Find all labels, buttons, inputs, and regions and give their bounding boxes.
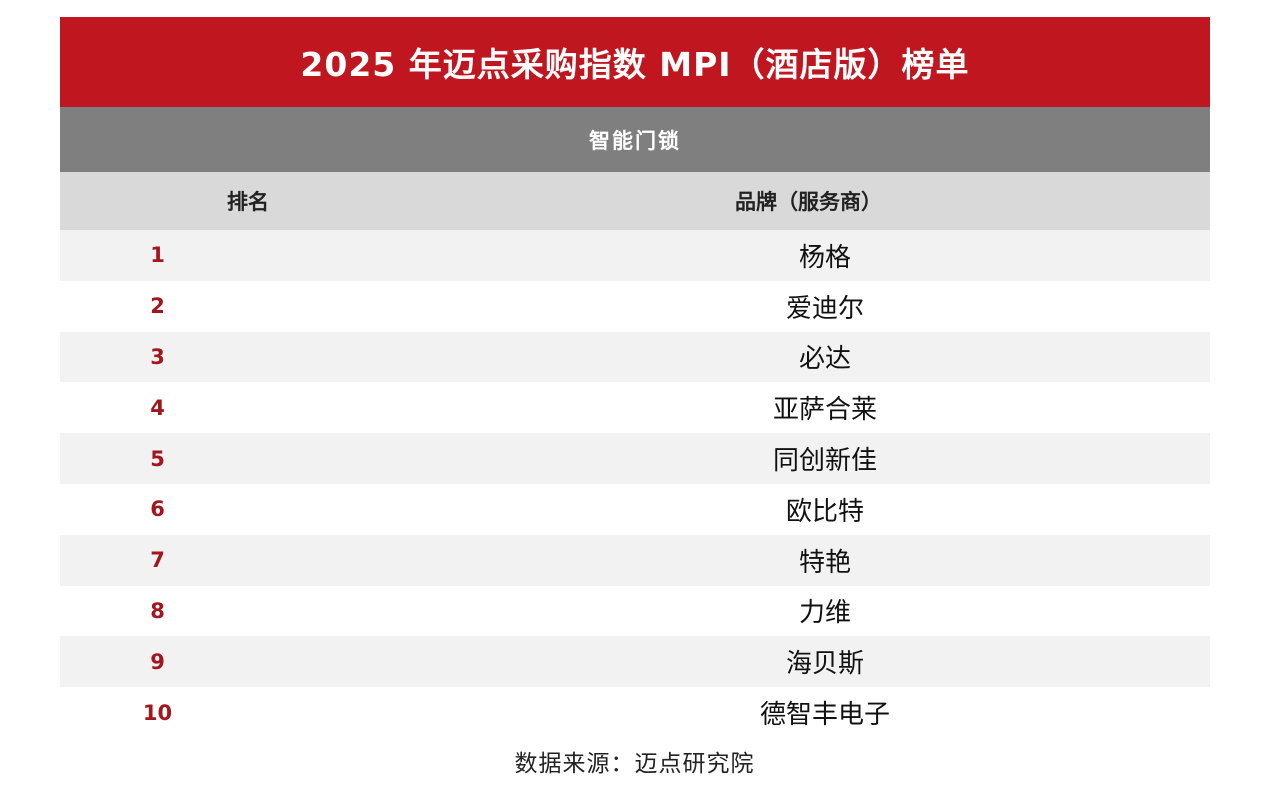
table-row: 9 海贝斯 <box>60 636 1210 688</box>
rank-number: 1 <box>150 243 165 268</box>
brand-name: 同创新佳 <box>772 446 877 477</box>
page-title: 2025 年迈点采购指数 MPI（酒店版）榜单 <box>60 17 1210 107</box>
brand-cell: 欧比特 <box>450 491 1210 528</box>
brand-cell: 德智丰电子 <box>450 694 1210 731</box>
rank-number: 2 <box>150 294 165 319</box>
brand-name: 杨格 <box>798 242 851 273</box>
brand-name: 亚萨合莱 <box>772 395 877 426</box>
rank-number: 6 <box>150 497 165 522</box>
brand-name: 必达 <box>798 344 851 375</box>
table-row: 6 欧比特 <box>60 483 1210 535</box>
table-row: 1 杨格 <box>60 230 1210 281</box>
table-row: 8 力维 <box>60 585 1210 637</box>
rank-header-label: 排名 <box>227 190 269 214</box>
rank-cell: 9 <box>60 650 450 674</box>
brand-name: 特艳 <box>798 547 851 578</box>
brand-name: 欧比特 <box>785 496 864 527</box>
table-row: 7 特艳 <box>60 534 1210 586</box>
brand-cell: 亚萨合莱 <box>450 389 1210 426</box>
brand-name: 德智丰电子 <box>759 700 890 731</box>
brand-cell: 海贝斯 <box>450 643 1210 680</box>
rank-cell: 7 <box>60 548 450 572</box>
brand-name: 海贝斯 <box>785 649 864 680</box>
data-source-note: 数据来源：迈点研究院 <box>514 751 755 777</box>
table-row: 10 德智丰电子 <box>60 687 1210 738</box>
table-row: 5 同创新佳 <box>60 433 1210 484</box>
rank-cell: 5 <box>60 447 450 471</box>
rank-number: 5 <box>150 446 165 471</box>
category-banner: 智能门锁 <box>60 107 1210 172</box>
table-row: 4 亚萨合莱 <box>60 382 1210 434</box>
brand-cell: 必达 <box>450 338 1210 375</box>
brand-cell: 爱迪尔 <box>450 288 1210 325</box>
rank-number: 8 <box>150 598 165 623</box>
rank-cell: 3 <box>60 345 450 369</box>
brand-cell: 力维 <box>450 592 1210 629</box>
brand-cell: 特艳 <box>450 542 1210 579</box>
table-row: 2 爱迪尔 <box>60 280 1210 332</box>
rank-number: 3 <box>150 344 165 369</box>
brand-name: 力维 <box>798 598 851 629</box>
brand-name: 爱迪尔 <box>785 293 864 324</box>
brand-column-header: 品牌（服务商） <box>735 190 882 214</box>
rank-cell: 4 <box>60 396 450 420</box>
table-row: 3 必达 <box>60 331 1210 383</box>
rank-number: 7 <box>150 548 165 573</box>
rank-number: 10 <box>142 700 173 725</box>
rank-cell: 8 <box>60 599 450 623</box>
rank-column-header: 排名 <box>60 186 450 216</box>
ranking-table-body: 1 杨格 2 爱迪尔 3 必达 4 亚萨合莱 5 同创新佳 6 欧比特 7 特艳 8 力维 9 海贝斯 10 德智丰电… <box>60 230 1210 738</box>
rank-number: 9 <box>150 649 165 674</box>
rank-cell: 1 <box>60 243 450 267</box>
ranking-board: 2025 年迈点采购指数 MPI（酒店版）榜单 智能门锁 排名 品牌（服务商） … <box>60 17 1210 738</box>
table-header: 排名 品牌（服务商） <box>60 172 1210 230</box>
brand-cell: 杨格 <box>450 237 1210 274</box>
rank-cell: 6 <box>60 497 450 521</box>
rank-cell: 10 <box>60 701 450 725</box>
rank-number: 4 <box>150 395 165 420</box>
rank-cell: 2 <box>60 294 450 318</box>
brand-cell: 同创新佳 <box>450 440 1210 477</box>
